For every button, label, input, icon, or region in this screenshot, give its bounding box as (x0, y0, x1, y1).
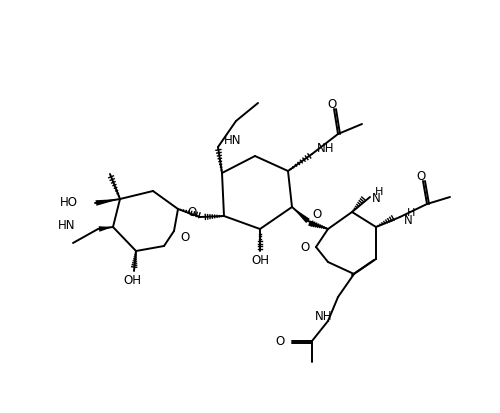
Text: NH: NH (314, 309, 332, 322)
Text: HN: HN (224, 134, 242, 147)
Text: HN: HN (58, 219, 75, 232)
Text: O: O (301, 241, 310, 254)
Polygon shape (98, 227, 113, 232)
Text: O: O (180, 231, 189, 244)
Text: NH: NH (317, 142, 334, 155)
Text: O: O (328, 97, 336, 110)
Polygon shape (308, 221, 328, 230)
Text: N: N (372, 191, 381, 204)
Text: O: O (312, 208, 321, 221)
Text: HO: HO (60, 196, 78, 209)
Text: O: O (416, 169, 426, 182)
Text: O: O (188, 205, 197, 218)
Polygon shape (96, 199, 120, 206)
Polygon shape (292, 207, 310, 223)
Text: N: N (404, 213, 413, 226)
Text: H: H (375, 187, 384, 197)
Text: O: O (276, 335, 285, 348)
Text: OH: OH (251, 253, 269, 266)
Text: H: H (407, 207, 416, 218)
Text: OH: OH (123, 273, 141, 286)
